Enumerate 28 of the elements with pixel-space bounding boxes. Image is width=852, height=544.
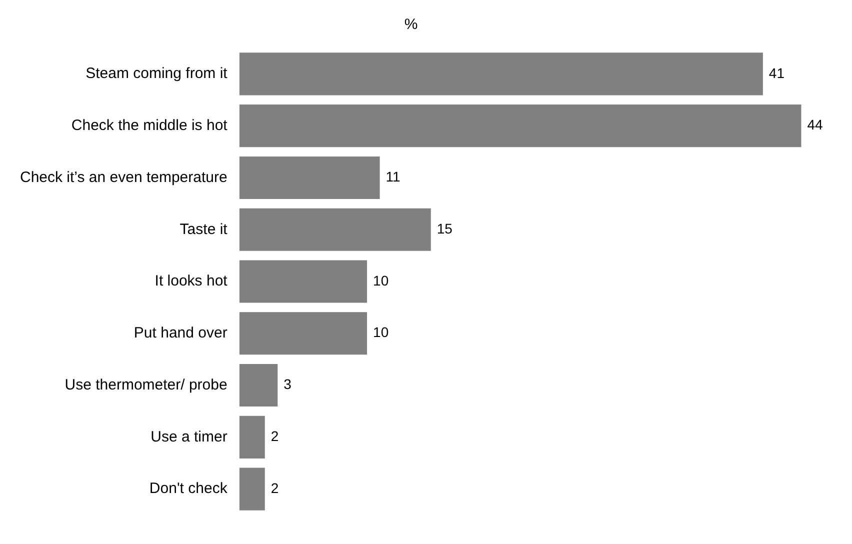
chart-title: % xyxy=(404,16,418,34)
bar xyxy=(239,156,380,199)
data-label: 2 xyxy=(270,428,279,444)
data-label: 10 xyxy=(373,324,389,340)
bar xyxy=(239,416,265,458)
data-label: 11 xyxy=(386,168,401,185)
bar xyxy=(239,468,265,510)
y-tick-label: Use thermometer/ probe xyxy=(64,376,228,394)
bar xyxy=(239,104,802,148)
y-tick-label: Use a timer xyxy=(150,428,228,446)
bar xyxy=(239,208,431,251)
bar xyxy=(239,52,763,96)
bar xyxy=(239,364,278,407)
y-tick-label: Check it’s an even temperature xyxy=(20,168,228,186)
data-label: 3 xyxy=(284,376,292,392)
y-tick-label: Put hand over xyxy=(134,324,228,342)
data-label: 15 xyxy=(436,220,453,236)
data-label: 10 xyxy=(373,272,389,288)
y-tick-label: Check the middle is hot xyxy=(71,116,228,134)
bar xyxy=(239,312,368,355)
data-label: 41 xyxy=(768,64,785,81)
y-tick-label: Don't check xyxy=(149,480,228,498)
y-tick-label: It looks hot xyxy=(154,272,228,290)
y-tick-label: Steam coming from it xyxy=(86,65,228,82)
data-label: 2 xyxy=(270,480,279,496)
bar xyxy=(239,260,368,303)
y-tick-label: Taste it xyxy=(180,220,228,238)
data-label: 44 xyxy=(807,116,824,133)
